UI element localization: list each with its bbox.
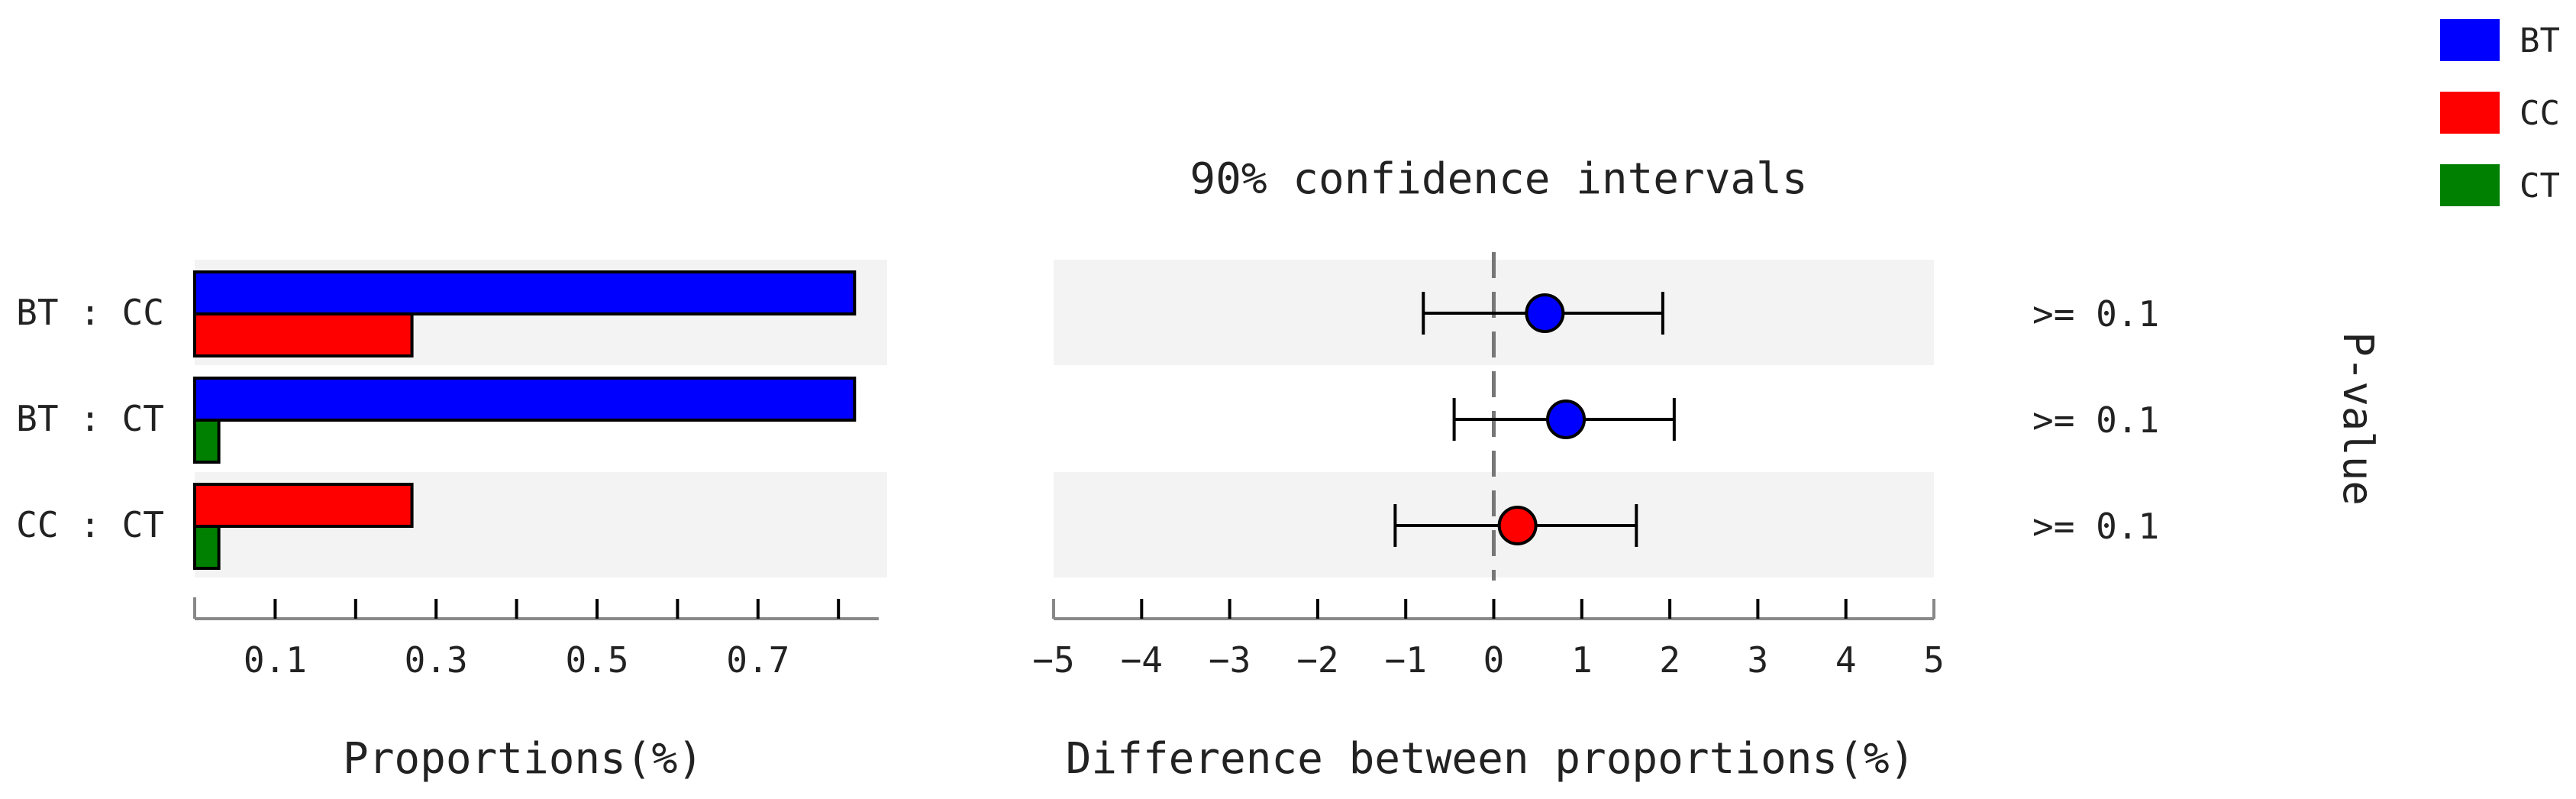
- proportions-panel: BT : CC BT : CT CC : CT 0.1 0.3 0.5 0.7: [16, 260, 887, 681]
- p-value-axis-label: P-value: [2334, 332, 2382, 506]
- x-tick-label: −1: [1385, 639, 1427, 681]
- x-tick-label: 1: [1571, 639, 1593, 681]
- x-tick-label: 0.3: [405, 639, 468, 681]
- category-label: CC : CT: [16, 504, 164, 545]
- p-value-label: >= 0.1: [2032, 400, 2159, 441]
- x-tick-label: 0.1: [244, 639, 307, 681]
- legend: BT CC CT: [2440, 19, 2560, 206]
- bar-ct: [193, 419, 221, 464]
- x-tick-label: −3: [1209, 639, 1251, 681]
- x-tick-label: 4: [1835, 639, 1857, 681]
- x-tick-label: 2: [1659, 639, 1680, 681]
- category-label: BT : CT: [16, 398, 164, 439]
- x-tick-label: 0: [1483, 639, 1505, 681]
- category-label: BT : CC: [16, 292, 164, 333]
- x-tick-label: −2: [1296, 639, 1338, 681]
- bar-cc: [193, 312, 414, 357]
- ci-point-bt: [1525, 293, 1565, 333]
- bar-bt: [193, 377, 857, 422]
- bar-cc: [193, 483, 414, 528]
- x-tick-label: 3: [1748, 639, 1769, 681]
- ci-x-axis-label: Difference between proportions(%): [1066, 734, 1916, 784]
- p-value-label: >= 0.1: [2032, 293, 2159, 335]
- legend-swatch-ct: [2440, 164, 2500, 206]
- legend-label: BT: [2520, 21, 2560, 60]
- x-tick-label: 0.7: [726, 639, 789, 681]
- ci-title: 90% confidence intervals: [1190, 154, 1807, 204]
- bar-bt: [193, 270, 857, 315]
- bar-ct: [193, 525, 221, 570]
- confidence-interval-panel: >= 0.1 >= 0.1 >= 0.1 −5 −4 −3 −2 −1 0 1 2 3 4 5: [1032, 252, 2159, 681]
- x-tick-label: 5: [1923, 639, 1945, 681]
- x-tick-label: −5: [1032, 639, 1074, 681]
- legend-swatch-bt: [2440, 19, 2500, 61]
- x-tick-label: 0.5: [565, 639, 628, 681]
- bars-x-axis-label: Proportions(%): [343, 734, 703, 784]
- legend-swatch-cc: [2440, 92, 2500, 134]
- legend-label: CT: [2520, 167, 2560, 205]
- x-tick-label: −4: [1121, 639, 1163, 681]
- ci-point-cc: [1497, 506, 1538, 545]
- legend-label: CC: [2520, 94, 2560, 133]
- ci-point-bt: [1546, 400, 1587, 439]
- p-value-label: >= 0.1: [2032, 506, 2159, 547]
